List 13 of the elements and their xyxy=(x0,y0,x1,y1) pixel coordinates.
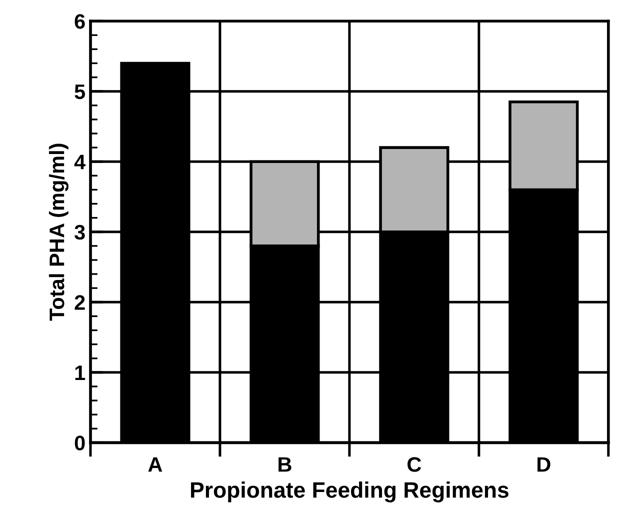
y-tick-label: 2 xyxy=(74,295,85,310)
y-tick-label: 6 xyxy=(74,14,85,29)
x-axis-title: Propionate Feeding Regimens xyxy=(191,482,508,502)
x-tick-label: D xyxy=(538,457,550,472)
x-tick-label: C xyxy=(408,457,422,472)
y-axis-title: Total PHA (mg/ml) xyxy=(48,144,68,321)
y-tick-label: 1 xyxy=(75,366,86,380)
y-tick-label: 5 xyxy=(74,84,86,100)
x-tick-label: A xyxy=(148,457,162,472)
y-tick-label: 0 xyxy=(74,436,85,450)
y-tick-label: 3 xyxy=(74,224,85,240)
y-tick-label: 4 xyxy=(74,154,86,170)
x-tick-label: B xyxy=(278,457,292,472)
